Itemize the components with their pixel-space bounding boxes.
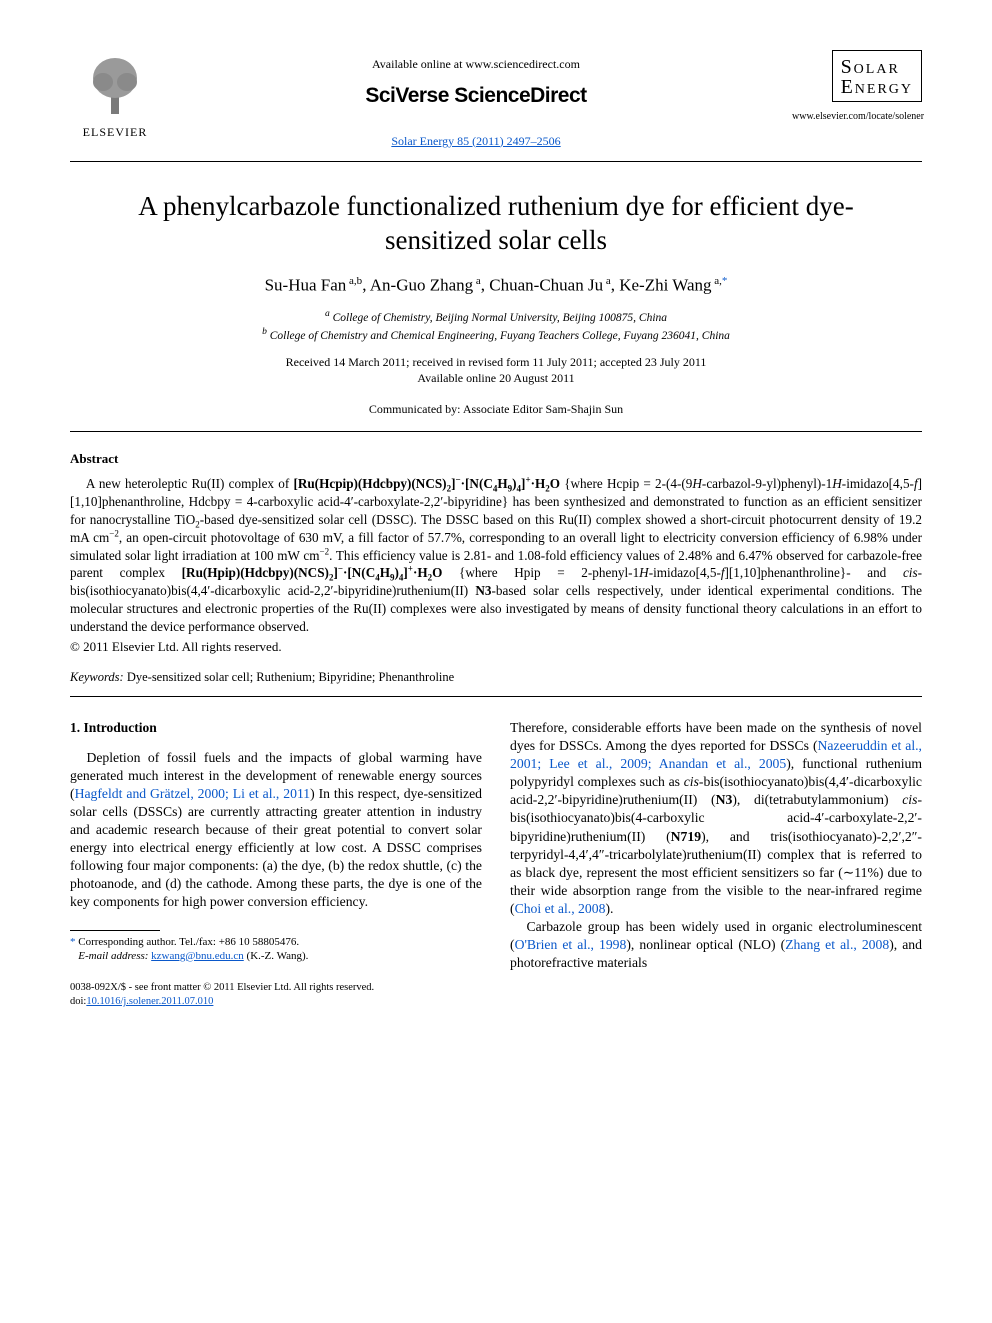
divider bbox=[70, 431, 922, 432]
author-list: Su-Hua Fan a,b, An-Guo Zhang a, Chuan-Ch… bbox=[70, 274, 922, 298]
section-heading-1: 1. Introduction bbox=[70, 719, 482, 737]
divider bbox=[70, 161, 922, 162]
footer-meta: 0038-092X/$ - see front matter © 2011 El… bbox=[70, 981, 482, 1008]
doi-link[interactable]: 10.1016/j.solener.2011.07.010 bbox=[86, 996, 213, 1007]
header-center: Available online at www.sciencedirect.co… bbox=[160, 50, 792, 151]
citation-link[interactable]: Solar Energy 85 (2011) 2497–2506 bbox=[391, 134, 560, 148]
body-columns: 1. Introduction Depletion of fossil fuel… bbox=[70, 719, 922, 1008]
footnote-rule bbox=[70, 930, 160, 931]
journal-name-line2: Energy bbox=[841, 77, 913, 97]
platform-name: SciVerse ScienceDirect bbox=[160, 82, 792, 110]
email-tail: (K.-Z. Wang). bbox=[244, 950, 309, 962]
copyright-line: © 2011 Elsevier Ltd. All rights reserved… bbox=[70, 638, 922, 656]
publisher-name: ELSEVIER bbox=[83, 124, 148, 140]
corresponding-footnote: * Corresponding author. Tel./fax: +86 10… bbox=[70, 935, 482, 964]
intro-paragraph-1: Depletion of fossil fuels and the impact… bbox=[70, 749, 482, 912]
issn-line: 0038-092X/$ - see front matter © 2011 El… bbox=[70, 982, 374, 993]
abstract-body: A new heteroleptic Ru(II) complex of [Ru… bbox=[70, 475, 922, 635]
intro-paragraph-2: Therefore, considerable efforts have bee… bbox=[510, 719, 922, 918]
affiliation-a-text: College of Chemistry, Beijing Normal Uni… bbox=[333, 311, 667, 323]
publisher-logo-block: ELSEVIER bbox=[70, 50, 160, 140]
affiliation-b-text: College of Chemistry and Chemical Engine… bbox=[270, 330, 730, 342]
journal-logo: Solar Energy bbox=[832, 50, 922, 102]
header: ELSEVIER Available online at www.science… bbox=[70, 50, 922, 151]
journal-logo-block: Solar Energy www.elsevier.com/locate/sol… bbox=[792, 50, 922, 124]
affiliation-a: a College of Chemistry, Beijing Normal U… bbox=[70, 308, 922, 326]
star-icon: * bbox=[70, 936, 76, 948]
abstract-heading: Abstract bbox=[70, 450, 922, 468]
email-link[interactable]: kzwang@bnu.edu.cn bbox=[151, 950, 244, 962]
keywords-text: Dye-sensitized solar cell; Ruthenium; Bi… bbox=[124, 670, 455, 684]
keywords-label: Keywords: bbox=[70, 670, 124, 684]
article-title: A phenylcarbazole functionalized rutheni… bbox=[110, 190, 882, 258]
email-label: E-mail address: bbox=[78, 950, 148, 962]
divider bbox=[70, 696, 922, 697]
online-date: Available online 20 August 2011 bbox=[70, 370, 922, 386]
received-dates: Received 14 March 2011; received in revi… bbox=[70, 354, 922, 370]
keywords-line: Keywords: Dye-sensitized solar cell; Rut… bbox=[70, 669, 922, 686]
journal-url: www.elsevier.com/locate/solener bbox=[792, 110, 922, 124]
intro-paragraph-3: Carbazole group has been widely used in … bbox=[510, 918, 922, 972]
journal-name-line1: Solar bbox=[841, 57, 913, 77]
right-column: Therefore, considerable efforts have bee… bbox=[510, 719, 922, 1008]
available-online-text: Available online at www.sciencedirect.co… bbox=[160, 56, 792, 72]
affiliation-b: b College of Chemistry and Chemical Engi… bbox=[70, 326, 922, 344]
corresponding-text: Corresponding author. Tel./fax: +86 10 5… bbox=[78, 936, 299, 948]
communicated-by: Communicated by: Associate Editor Sam-Sh… bbox=[70, 401, 922, 417]
elsevier-tree-icon bbox=[85, 50, 145, 120]
doi-label: doi: bbox=[70, 996, 86, 1007]
left-column: 1. Introduction Depletion of fossil fuel… bbox=[70, 719, 482, 1008]
